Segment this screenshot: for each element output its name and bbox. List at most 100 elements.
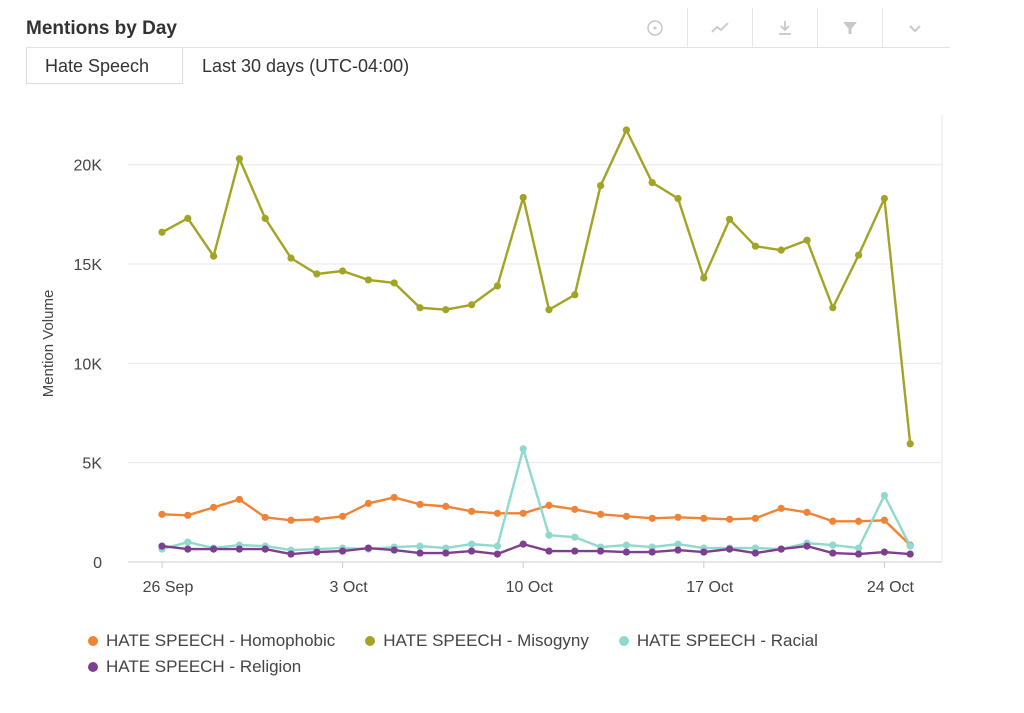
data-point[interactable] [597, 181, 605, 190]
data-point[interactable] [726, 545, 734, 553]
data-point[interactable] [519, 540, 527, 548]
data-point[interactable] [313, 515, 321, 523]
data-point[interactable] [235, 155, 243, 163]
data-point[interactable] [442, 549, 450, 557]
data-point[interactable] [416, 549, 424, 557]
data-point[interactable] [364, 276, 372, 284]
data-point[interactable] [674, 546, 682, 554]
data-point[interactable] [416, 500, 424, 508]
data-point[interactable] [803, 542, 811, 550]
data-point[interactable] [803, 508, 811, 516]
series-line[interactable] [161, 447, 912, 552]
data-point[interactable] [519, 445, 527, 453]
data-point[interactable] [622, 541, 631, 549]
data-point[interactable] [545, 531, 553, 539]
data-point[interactable] [906, 542, 914, 550]
data-point[interactable] [468, 540, 476, 548]
data-point[interactable] [210, 252, 218, 260]
download-button[interactable] [752, 8, 817, 48]
legend-item-misogyny[interactable]: HATE SPEECH - Misogyny [365, 630, 589, 652]
data-point[interactable] [313, 270, 321, 278]
data-point[interactable] [880, 491, 889, 500]
data-point[interactable] [906, 550, 914, 558]
data-point[interactable] [571, 547, 579, 555]
data-point[interactable] [700, 274, 708, 282]
data-point[interactable] [416, 542, 424, 550]
data-point[interactable] [519, 193, 527, 202]
data-point[interactable] [803, 236, 811, 244]
data-point[interactable] [751, 242, 760, 250]
data-point[interactable] [777, 246, 785, 254]
data-point[interactable] [829, 549, 837, 557]
data-point[interactable] [571, 533, 579, 541]
data-point[interactable] [442, 544, 450, 552]
data-point[interactable] [648, 514, 656, 522]
legend-item-religion[interactable]: HATE SPEECH - Religion [88, 656, 301, 678]
data-point[interactable] [339, 267, 347, 275]
data-point[interactable] [339, 547, 347, 555]
data-point[interactable] [184, 545, 192, 553]
data-point[interactable] [210, 545, 218, 553]
data-point[interactable] [674, 513, 682, 521]
data-point[interactable] [364, 499, 372, 508]
data-point[interactable] [751, 544, 760, 552]
data-point[interactable] [287, 516, 295, 524]
data-point[interactable] [829, 541, 837, 549]
date-range-label[interactable]: Last 30 days (UTC-04:00) [202, 56, 410, 76]
data-point[interactable] [855, 251, 863, 259]
data-point[interactable] [158, 510, 166, 518]
data-point[interactable] [726, 515, 734, 523]
data-point[interactable] [519, 509, 527, 517]
info-button[interactable] [622, 8, 687, 48]
data-point[interactable] [493, 282, 501, 290]
chart-type-button[interactable] [687, 8, 752, 48]
data-point[interactable] [622, 548, 631, 556]
data-point[interactable] [597, 510, 605, 518]
data-point[interactable] [287, 550, 295, 558]
data-point[interactable] [571, 291, 579, 299]
data-point[interactable] [622, 512, 631, 520]
data-point[interactable] [493, 542, 501, 550]
data-point[interactable] [261, 545, 269, 553]
data-point[interactable] [313, 548, 321, 556]
data-point[interactable] [339, 512, 347, 520]
data-point[interactable] [416, 304, 424, 312]
data-point[interactable] [880, 516, 889, 524]
data-point[interactable] [777, 504, 785, 512]
tab-hate-speech[interactable]: Hate Speech [26, 48, 183, 84]
data-point[interactable] [545, 501, 553, 509]
data-point[interactable] [158, 542, 166, 550]
data-point[interactable] [648, 179, 656, 187]
data-point[interactable] [648, 548, 656, 556]
data-point[interactable] [829, 304, 837, 312]
data-point[interactable] [880, 548, 889, 556]
data-point[interactable] [700, 548, 708, 556]
data-point[interactable] [158, 228, 166, 236]
data-point[interactable] [648, 543, 656, 551]
data-point[interactable] [545, 547, 553, 555]
data-point[interactable] [184, 538, 192, 546]
data-point[interactable] [571, 505, 579, 513]
series-line[interactable] [161, 542, 911, 556]
filter-button[interactable] [817, 8, 882, 48]
data-point[interactable] [829, 517, 837, 525]
data-point[interactable] [390, 279, 398, 287]
data-point[interactable] [287, 254, 295, 262]
series-line[interactable] [161, 128, 912, 444]
data-point[interactable] [622, 126, 631, 134]
data-point[interactable] [210, 503, 218, 511]
data-point[interactable] [261, 214, 269, 222]
data-point[interactable] [493, 509, 501, 517]
data-point[interactable] [777, 545, 785, 553]
data-point[interactable] [855, 544, 863, 552]
data-point[interactable] [674, 540, 682, 548]
data-point[interactable] [855, 517, 863, 525]
data-point[interactable] [235, 545, 243, 553]
data-point[interactable] [906, 440, 914, 448]
data-point[interactable] [726, 215, 734, 223]
data-point[interactable] [364, 544, 372, 552]
data-point[interactable] [235, 495, 243, 504]
data-point[interactable] [880, 194, 889, 203]
legend-item-racial[interactable]: HATE SPEECH - Racial [618, 630, 818, 652]
data-point[interactable] [442, 502, 450, 510]
